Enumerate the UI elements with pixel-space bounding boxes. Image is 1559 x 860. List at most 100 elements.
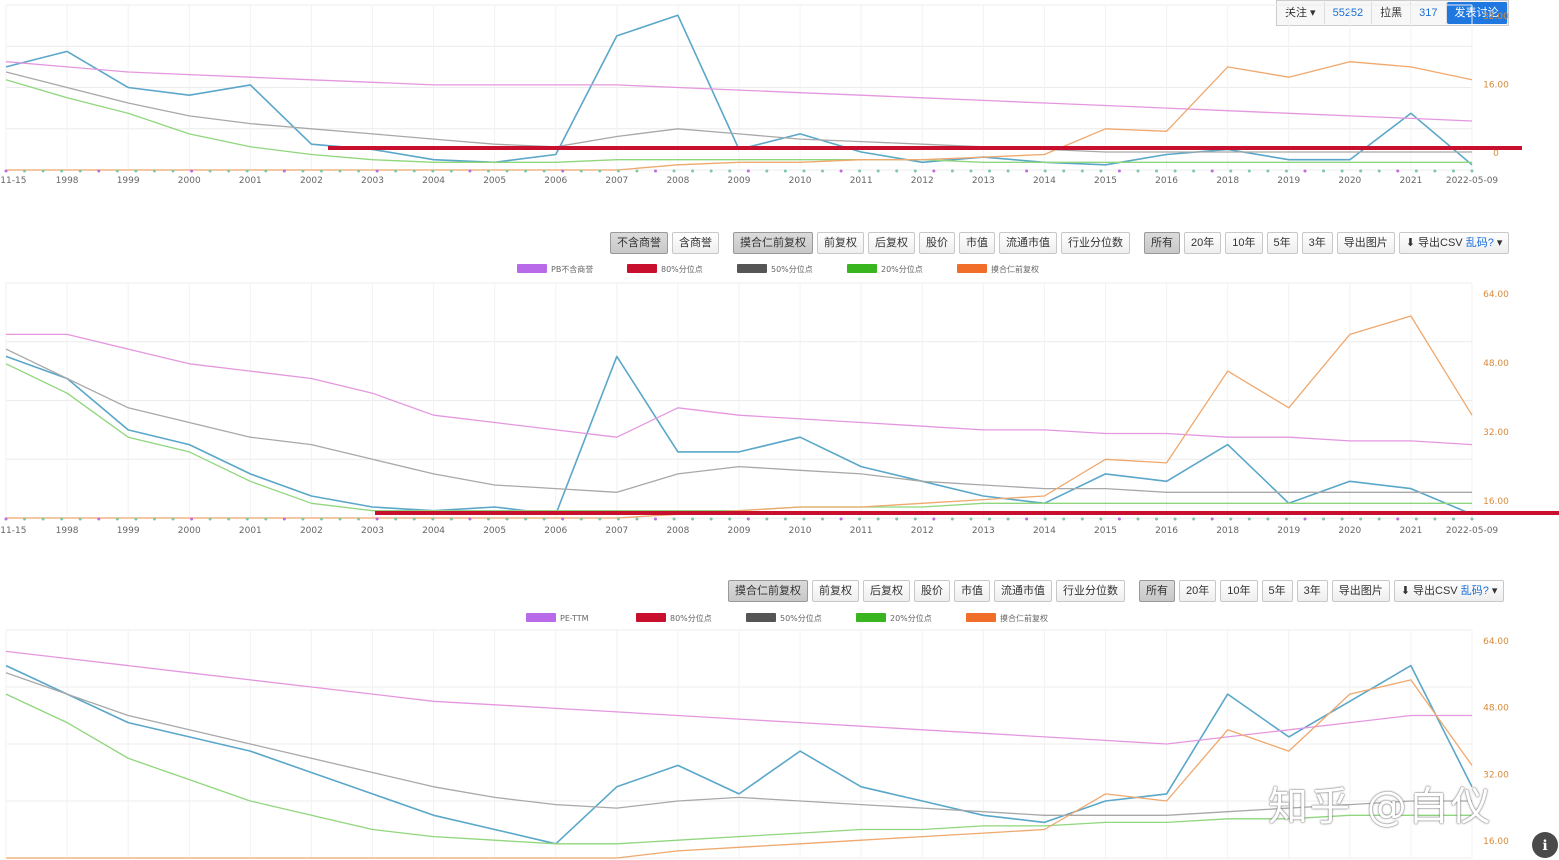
legend-swatch (636, 613, 666, 622)
toolbar-button[interactable]: 不含商誉 (610, 232, 668, 254)
toolbar-button[interactable]: 流通市值 (994, 580, 1052, 602)
event-marker (783, 517, 787, 521)
toolbar-button[interactable]: 导出图片 (1331, 580, 1390, 602)
toolbar-button[interactable]: 前复权 (812, 580, 859, 602)
legend-item[interactable]: 50%分位点 (746, 613, 822, 623)
event-marker (895, 169, 899, 173)
toolbar-button[interactable]: 市值 (959, 232, 995, 254)
csv-encoding-link[interactable]: 乱码? (1462, 237, 1494, 249)
toolbar-button[interactable]: 行业分位数 (1056, 580, 1125, 602)
event-marker (394, 169, 398, 173)
x-axis-tick: 2000 (178, 176, 201, 186)
toolbar-button[interactable]: 股价 (914, 580, 950, 602)
event-marker (1229, 169, 1233, 173)
event-marker (319, 169, 323, 173)
toolbar-button[interactable]: 行业分位数 (1061, 232, 1130, 254)
x-axis-tick: 05-11-15 (0, 526, 26, 536)
event-marker (60, 169, 64, 173)
event-marker (245, 517, 249, 521)
x-axis-tick: 2011 (850, 176, 873, 186)
right-axis-tick: 64.00 (1483, 290, 1509, 300)
toolbar-button[interactable]: 摸合仁前复权 (733, 232, 813, 254)
event-marker (505, 517, 509, 521)
event-marker (691, 169, 695, 173)
event-marker (876, 169, 880, 173)
legend-label: PB不含商誉 (551, 264, 593, 274)
chart2-toolbar: 不含商誉 含商誉 摸合仁前复权 前复权 后复权 股价 市值 流通市值 行业分位数 所有 20年 10年… (610, 232, 1510, 254)
event-marker (264, 169, 268, 173)
event-marker (1043, 169, 1047, 173)
legend-item[interactable]: PB不含商誉 (517, 264, 593, 274)
toolbar-button[interactable]: 5年 (1261, 580, 1293, 602)
legend-label: 摸合仁前复权 (1000, 613, 1048, 623)
toolbar-button[interactable]: 市值 (954, 580, 990, 602)
toolbar-button[interactable]: ⬇ 导出CSV 乱码? ▾ (1398, 232, 1510, 254)
toolbar-button[interactable]: 摸合仁前复权 (728, 580, 808, 602)
toolbar-button[interactable]: 含商誉 (672, 232, 719, 254)
legend-swatch (627, 264, 657, 273)
legend-item[interactable]: 80%分位点 (627, 264, 703, 274)
event-marker (746, 517, 750, 521)
event-marker (431, 169, 435, 173)
x-axis-tick: 2002 (300, 526, 323, 536)
toolbar-button[interactable]: 3年 (1301, 232, 1333, 254)
event-marker (1117, 517, 1121, 521)
event-marker (1359, 517, 1363, 521)
event-marker (561, 517, 565, 521)
toolbar-button[interactable]: 5年 (1266, 232, 1298, 254)
toolbar-button[interactable]: 后复权 (868, 232, 915, 254)
event-marker (1396, 517, 1400, 521)
x-axis-tick: 2001 (239, 176, 262, 186)
x-axis-tick: 2000 (178, 526, 201, 536)
csv-encoding-link[interactable]: 乱码? (1457, 585, 1489, 597)
toolbar-button[interactable]: 前复权 (817, 232, 864, 254)
event-marker (23, 169, 27, 173)
toolbar-button[interactable]: 所有 (1144, 232, 1180, 254)
toolbar-button[interactable]: 10年 (1225, 232, 1263, 254)
event-marker (839, 169, 843, 173)
x-axis-tick: 2012 (911, 526, 934, 536)
event-marker (672, 169, 676, 173)
event-marker (561, 169, 565, 173)
event-marker (227, 169, 231, 173)
x-axis-tick: 2016 (1155, 176, 1178, 186)
legend-item[interactable]: PE-TTM (526, 613, 589, 623)
toolbar-button[interactable]: 导出图片 (1336, 232, 1395, 254)
toolbar-button[interactable]: ⬇ 导出CSV 乱码? ▾ (1393, 580, 1505, 602)
series-line-pink (6, 333, 1473, 446)
event-marker (1433, 169, 1437, 173)
legend-swatch (517, 264, 547, 273)
event-marker (208, 517, 212, 521)
legend-item[interactable]: 20%分位点 (847, 264, 923, 274)
toolbar-button[interactable]: 后复权 (863, 580, 910, 602)
toolbar-button[interactable]: 10年 (1220, 580, 1258, 602)
info-icon[interactable]: ℹ (1532, 832, 1558, 858)
event-marker (1043, 517, 1047, 521)
event-marker (579, 517, 583, 521)
event-marker (598, 517, 602, 521)
x-axis-tick: 2016 (1155, 526, 1178, 536)
toolbar-button[interactable]: 20年 (1179, 580, 1217, 602)
event-marker (1006, 169, 1010, 173)
event-marker (1192, 169, 1196, 173)
x-axis-tick: 2012 (911, 176, 934, 186)
legend-item[interactable]: 80%分位点 (636, 613, 712, 623)
toolbar-button[interactable]: 股价 (919, 232, 955, 254)
x-axis-tick: 2008 (666, 176, 689, 186)
legend-item[interactable]: 20%分位点 (856, 613, 932, 623)
post-discussion-button[interactable]: 发表讨论 (1446, 2, 1508, 24)
legend-swatch (746, 613, 776, 622)
event-marker (691, 517, 695, 521)
toolbar-button[interactable]: 20年 (1184, 232, 1222, 254)
toolbar-button[interactable]: 所有 (1139, 580, 1175, 602)
follow-dropdown[interactable]: 关注 ▾ (1277, 2, 1325, 24)
toolbar-button[interactable]: 流通市值 (999, 232, 1057, 254)
event-marker (78, 169, 82, 173)
x-axis-tick: 2022-05-09 (1446, 526, 1499, 536)
event-marker (728, 517, 732, 521)
legend-item[interactable]: 摸合仁前复权 (966, 613, 1048, 623)
toolbar-button[interactable]: 3年 (1296, 580, 1328, 602)
event-marker (913, 169, 917, 173)
legend-item[interactable]: 50%分位点 (737, 264, 813, 274)
legend-item[interactable]: 摸合仁前复权 (957, 264, 1039, 274)
